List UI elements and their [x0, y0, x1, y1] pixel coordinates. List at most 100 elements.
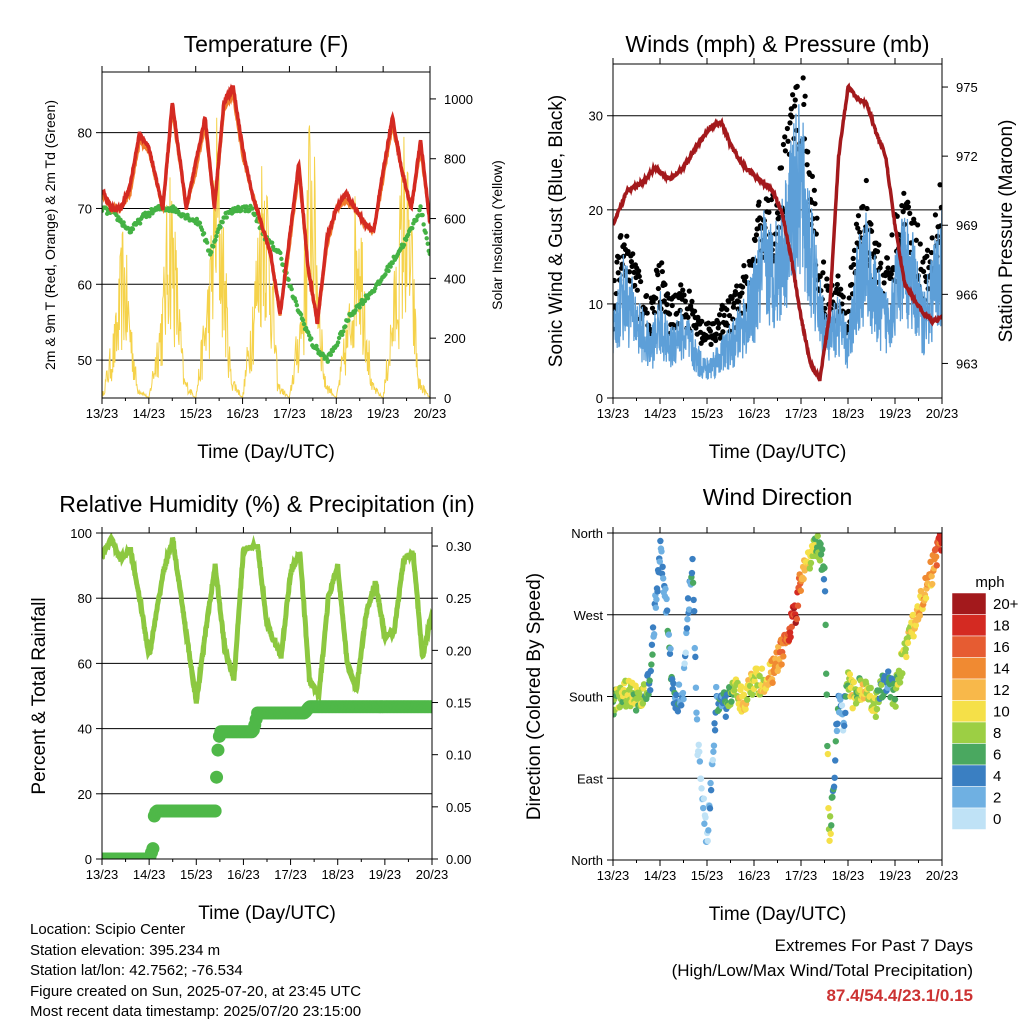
dewpoint-point — [286, 277, 291, 282]
direction-point — [820, 576, 828, 583]
temperature-xtick-label: 17/23 — [273, 406, 306, 421]
dewpoint-point — [357, 305, 362, 310]
gust-point — [720, 329, 726, 335]
gust-point — [924, 247, 931, 253]
dewpoint-point — [343, 324, 348, 329]
dewpoint-point — [427, 251, 430, 257]
dewpoint-point — [401, 242, 407, 248]
direction-point — [902, 645, 909, 653]
gust-point — [628, 259, 635, 265]
direction-point — [711, 727, 719, 734]
gust-point — [707, 328, 713, 334]
direction-point — [938, 547, 942, 554]
direction-point — [780, 653, 787, 660]
direction-point — [903, 653, 910, 661]
legend-label: 12 — [993, 682, 1010, 699]
direction-point — [737, 683, 745, 690]
direction-point — [709, 756, 717, 764]
winds-xtick-label: 15/23 — [691, 406, 724, 421]
direction-point — [696, 748, 703, 755]
dewpoint-point — [383, 272, 388, 277]
gust-point — [630, 251, 636, 257]
gust-point — [863, 177, 869, 184]
gust-point — [726, 298, 732, 305]
gust-point — [664, 301, 670, 308]
dewpoint-point — [279, 256, 284, 262]
direction-point — [778, 661, 785, 668]
direction-point — [691, 607, 698, 615]
gust-point — [730, 304, 737, 310]
insolation-line — [102, 117, 430, 398]
gust-point — [631, 269, 637, 276]
gust-point — [900, 209, 906, 215]
gust-point — [721, 312, 727, 318]
winds-y2tick-label: 969 — [956, 218, 978, 233]
gust-point — [741, 263, 747, 269]
gust-point — [813, 231, 819, 237]
humidity-y2tick-label: 0.25 — [446, 591, 471, 606]
gust-point — [659, 268, 665, 275]
gust-point — [929, 235, 935, 241]
direction-point — [909, 611, 917, 619]
direction-point — [740, 691, 748, 698]
temperature-y2label: Solar Insolation (Yellow) — [489, 160, 505, 310]
extremes-subtitle: (High/Low/Max Wind/Total Precipitation) — [671, 961, 973, 980]
legend-label: 0 — [993, 811, 1001, 828]
precip-point — [210, 770, 224, 784]
humidity-data — [102, 533, 432, 859]
direction-point — [832, 757, 839, 764]
dewpoint-point — [423, 230, 428, 235]
gust-point — [845, 308, 852, 315]
gust-point — [851, 247, 858, 254]
humidity-ytick-label: 20 — [78, 787, 92, 802]
gust-point — [812, 201, 818, 207]
direction-point — [817, 540, 824, 548]
humidity-ytick-label: 80 — [78, 591, 92, 606]
gust-point — [753, 232, 760, 238]
direction-point — [807, 559, 815, 567]
dewpoint-point — [199, 227, 205, 232]
direction-point — [681, 660, 688, 667]
temperature-data — [102, 83, 430, 398]
gust-point — [716, 321, 722, 327]
gust-point — [838, 286, 844, 292]
legend-label: 20+ — [993, 596, 1019, 613]
gust-point — [804, 162, 810, 168]
gust-point — [691, 308, 698, 314]
gust-point — [938, 204, 942, 210]
humidity-title: Relative Humidity (%) & Precipitation (i… — [59, 491, 474, 517]
direction-point — [649, 651, 656, 658]
gust-point — [932, 212, 939, 218]
precip-point — [211, 743, 225, 757]
gust-point — [661, 298, 667, 304]
wind_direction-xtick-label: 15/23 — [691, 868, 724, 883]
pressure-line — [613, 82, 942, 382]
direction-point — [832, 738, 839, 745]
temperature-xtick-label: 19/23 — [367, 406, 400, 421]
dewpoint-point — [314, 343, 319, 349]
gust-point — [653, 295, 659, 301]
humidity-y2tick-label: 0.30 — [446, 539, 471, 554]
wind_direction-xtick-label: 17/23 — [785, 868, 818, 883]
gust-point — [792, 97, 798, 103]
dewpoint-point — [325, 359, 330, 364]
direction-point — [827, 830, 834, 837]
direction-point — [822, 621, 829, 629]
direction-point — [654, 588, 661, 595]
wind_direction-xtick-label: 19/23 — [879, 868, 912, 883]
elevation-text: Station elevation: 395.234 m — [30, 941, 221, 959]
direction-point — [670, 680, 677, 687]
wind_direction-data — [613, 533, 942, 845]
gust-point — [726, 312, 733, 319]
dewpoint-point — [420, 212, 425, 218]
direction-point — [899, 670, 906, 677]
direction-point — [892, 703, 899, 710]
gust-point — [913, 237, 919, 243]
gust-point — [920, 259, 926, 265]
temperature-ytick-label: 80 — [78, 126, 92, 141]
direction-point — [652, 604, 660, 611]
direction-point — [749, 691, 756, 698]
gust-point — [754, 226, 760, 232]
gust-point — [625, 248, 631, 255]
